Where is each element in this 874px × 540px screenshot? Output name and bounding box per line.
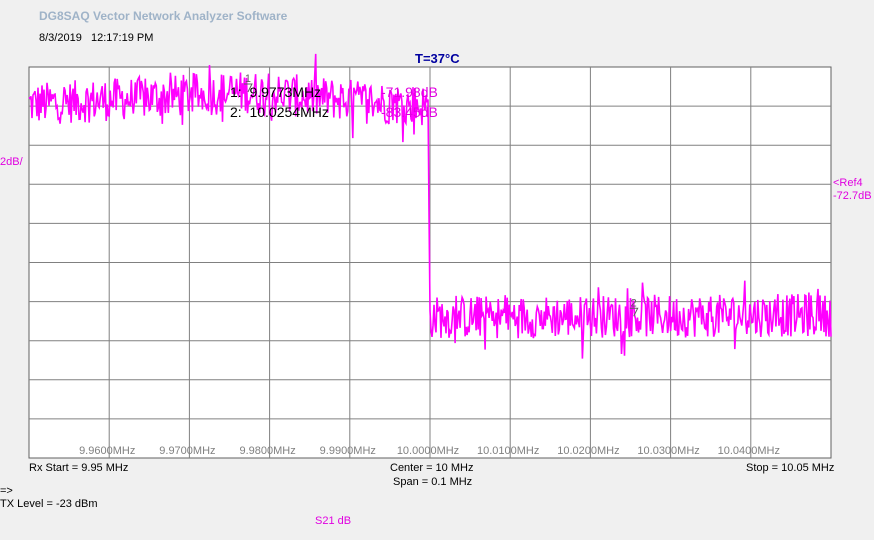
temperature-readout: T=37°C bbox=[415, 51, 460, 66]
s21-trace bbox=[28, 53, 832, 359]
trace-label: S21 dB bbox=[315, 515, 352, 527]
x-tick-label: 9.9800MHz bbox=[239, 445, 295, 457]
marker-1-readout: 1: 9.9773MHz bbox=[230, 84, 321, 100]
tx-level-label: TX Level = -23 dBm bbox=[0, 498, 98, 510]
reference-label: <Ref4 -72.7dB bbox=[833, 177, 872, 203]
marker-2-value: -83.45dB bbox=[381, 104, 438, 120]
x-tick-label: 10.0300MHz bbox=[637, 445, 699, 457]
ref-name: <Ref4 bbox=[833, 177, 863, 189]
arrow-indicator: => bbox=[0, 485, 13, 497]
x-tick-label: 10.0100MHz bbox=[477, 445, 539, 457]
date-text: 8/3/2019 bbox=[39, 32, 82, 44]
center-label: Center = 10 MHz bbox=[390, 462, 474, 474]
x-tick-label: 9.9600MHz bbox=[79, 445, 135, 457]
marker-2-freq: 10.0254MHz bbox=[249, 104, 329, 120]
marker-2-readout: 2: 10.0254MHz bbox=[230, 104, 329, 120]
x-tick-label: 10.0200MHz bbox=[557, 445, 619, 457]
rx-start-label: Rx Start = 9.95 MHz bbox=[29, 462, 129, 474]
marker-tags: 12 bbox=[243, 73, 639, 317]
x-tick-labels: 9.9600MHz 9.9700MHz 9.9800MHz 9.9900MHz 10.0… bbox=[79, 445, 780, 457]
marker-1-freq: 9.9773MHz bbox=[249, 84, 322, 100]
x-tick-label: 10.0400MHz bbox=[718, 445, 780, 457]
app-title: DG8SAQ Vector Network Analyzer Software bbox=[39, 9, 288, 23]
marker-1-value: -71.98dB bbox=[381, 84, 438, 100]
x-tick-label: 9.9700MHz bbox=[159, 445, 215, 457]
stop-label: Stop = 10.05 MHz bbox=[746, 462, 835, 474]
timestamp: 8/3/2019 12:17:19 PM bbox=[39, 32, 153, 44]
span-label: Span = 0.1 MHz bbox=[393, 476, 473, 488]
scale-label: 2dB/ bbox=[0, 156, 23, 168]
ref-value: -72.7dB bbox=[833, 190, 872, 202]
marker-tag-label: 2 bbox=[631, 297, 637, 309]
marker-2-id: 2: bbox=[230, 104, 242, 120]
time-text: 12:17:19 PM bbox=[91, 32, 154, 44]
x-tick-label: 9.9900MHz bbox=[320, 445, 376, 457]
marker-triangle bbox=[243, 83, 253, 93]
marker-1-id: 1: bbox=[230, 84, 242, 100]
marker-triangle bbox=[629, 307, 639, 317]
x-tick-label: 10.0000MHz bbox=[397, 445, 459, 457]
marker-tag-label: 1 bbox=[245, 73, 251, 85]
